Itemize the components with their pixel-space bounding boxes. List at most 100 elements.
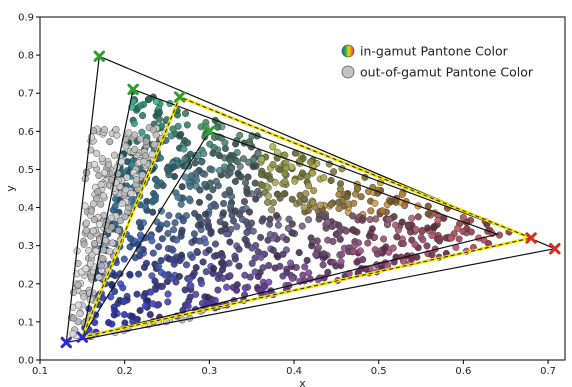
data-point bbox=[329, 237, 337, 246]
data-point bbox=[298, 222, 306, 230]
data-point bbox=[144, 96, 153, 104]
data-point bbox=[149, 249, 157, 257]
data-point bbox=[205, 246, 213, 254]
data-point bbox=[210, 143, 218, 152]
data-point bbox=[284, 224, 292, 232]
data-point bbox=[178, 226, 186, 234]
data-point bbox=[176, 257, 184, 265]
data-point bbox=[240, 198, 249, 206]
data-point bbox=[244, 173, 252, 181]
legend-label-in-gamut: in-gamut Pantone Color bbox=[360, 44, 509, 59]
data-point bbox=[315, 215, 323, 223]
data-point bbox=[184, 302, 192, 310]
data-point bbox=[110, 184, 118, 193]
data-point bbox=[211, 296, 219, 304]
data-point bbox=[349, 226, 357, 234]
data-point bbox=[251, 254, 259, 262]
data-point bbox=[136, 306, 144, 315]
data-point bbox=[266, 215, 274, 223]
data-point bbox=[80, 293, 88, 301]
data-point bbox=[447, 234, 455, 242]
data-point bbox=[191, 159, 199, 167]
x-axis-label: x bbox=[299, 377, 306, 387]
data-point bbox=[184, 139, 192, 147]
data-point bbox=[367, 207, 375, 215]
data-point bbox=[193, 247, 201, 256]
data-point bbox=[264, 192, 272, 200]
data-point bbox=[111, 306, 119, 314]
data-point bbox=[249, 227, 257, 235]
data-point bbox=[95, 171, 103, 180]
data-point bbox=[196, 237, 204, 245]
data-point bbox=[330, 168, 338, 176]
data-point bbox=[371, 199, 379, 207]
data-point bbox=[181, 109, 190, 118]
data-point bbox=[353, 185, 361, 193]
data-point bbox=[135, 270, 143, 278]
data-point bbox=[254, 187, 262, 195]
data-point bbox=[121, 213, 129, 221]
data-point bbox=[243, 188, 251, 196]
legend: in-gamut Pantone Color out-of-gamut Pant… bbox=[341, 44, 534, 80]
data-point bbox=[149, 208, 157, 216]
data-point bbox=[380, 245, 388, 253]
data-point bbox=[269, 161, 277, 169]
data-point bbox=[152, 176, 160, 184]
data-point bbox=[105, 247, 114, 255]
data-point bbox=[419, 236, 427, 244]
data-point bbox=[164, 229, 172, 238]
data-point bbox=[140, 158, 148, 166]
data-point bbox=[411, 241, 419, 249]
data-point bbox=[358, 216, 366, 224]
data-point bbox=[299, 271, 307, 279]
data-point bbox=[76, 309, 84, 318]
y-tick-label: 0.7 bbox=[18, 89, 34, 100]
data-point bbox=[142, 137, 150, 145]
data-point bbox=[197, 221, 205, 229]
data-point bbox=[320, 250, 328, 258]
data-point bbox=[186, 150, 194, 158]
data-point bbox=[428, 251, 436, 259]
data-point bbox=[324, 268, 332, 276]
data-point bbox=[349, 212, 357, 220]
y-tick-label: 0.2 bbox=[18, 279, 34, 290]
data-point bbox=[99, 255, 107, 263]
data-point bbox=[141, 203, 149, 211]
data-point bbox=[245, 208, 254, 216]
data-point bbox=[89, 200, 98, 208]
data-point bbox=[455, 235, 463, 243]
data-point bbox=[335, 205, 343, 213]
data-point bbox=[269, 246, 277, 254]
data-point bbox=[327, 200, 335, 208]
data-point bbox=[168, 245, 176, 253]
data-point bbox=[349, 247, 357, 255]
data-point bbox=[187, 172, 195, 180]
data-point bbox=[155, 115, 163, 123]
data-point bbox=[408, 214, 416, 222]
legend-label-out-of-gamut: out-of-gamut Pantone Color bbox=[360, 65, 534, 80]
primary-marker bbox=[203, 125, 216, 138]
data-point bbox=[164, 298, 172, 306]
data-point bbox=[351, 241, 359, 249]
data-point bbox=[276, 262, 284, 270]
data-point bbox=[254, 149, 262, 157]
data-point bbox=[221, 191, 229, 199]
data-point bbox=[248, 259, 256, 267]
data-point bbox=[108, 320, 116, 328]
data-point bbox=[424, 210, 432, 218]
data-point bbox=[91, 160, 99, 169]
data-point bbox=[271, 178, 279, 186]
data-point bbox=[97, 200, 105, 208]
data-point bbox=[251, 179, 259, 187]
data-point bbox=[177, 130, 185, 138]
data-point bbox=[69, 330, 77, 338]
data-point bbox=[295, 249, 303, 257]
data-point bbox=[156, 154, 164, 162]
data-point bbox=[304, 216, 313, 224]
data-point bbox=[126, 271, 134, 279]
data-point bbox=[168, 274, 176, 282]
data-point bbox=[215, 152, 224, 160]
data-point bbox=[342, 227, 350, 235]
data-point bbox=[150, 141, 158, 149]
data-point bbox=[307, 158, 315, 166]
